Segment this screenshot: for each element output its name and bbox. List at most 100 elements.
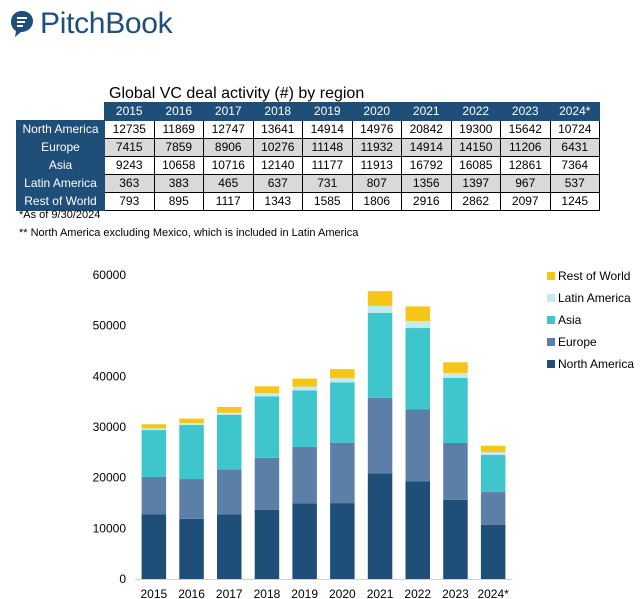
table-cell: 13641 <box>252 120 303 139</box>
table-corner-cell <box>16 102 105 121</box>
table-cell: 12861 <box>500 156 551 175</box>
legend-item: Asia <box>547 313 582 327</box>
y-tick-label: 50000 <box>93 319 127 333</box>
bar-segment-north-america <box>292 503 317 579</box>
table-region-label: Asia <box>16 156 105 175</box>
legend-swatch <box>547 294 555 302</box>
deal-activity-table: 2015 2016 2017 2018 2019 2020 2021 2022 2023 2024… <box>16 102 600 211</box>
x-tick-label: 2020 <box>329 587 356 599</box>
table-cell: 637 <box>252 174 303 193</box>
bar-stacks <box>141 291 506 579</box>
bar-segment-asia <box>254 396 280 458</box>
table-year-header: 2024* <box>549 102 600 121</box>
table-cell: 731 <box>302 174 353 193</box>
table-cell: 7415 <box>104 138 155 157</box>
table-cell: 9243 <box>104 156 155 175</box>
footnote-north-america: ** North America excluding Mexico, which… <box>19 227 359 239</box>
bar-segment-europe <box>405 409 430 482</box>
bar-stack <box>179 418 204 579</box>
table-cell: 1117 <box>203 192 254 211</box>
legend-label: Latin America <box>558 291 631 305</box>
table-cell: 1585 <box>302 192 353 211</box>
legend-swatch <box>547 360 555 368</box>
table-row: Latin America 363 383 465 637 731 807 1356 1397 9… <box>16 174 600 193</box>
table-cell: 537 <box>549 174 600 193</box>
bar-segment-europe <box>330 442 355 504</box>
bar-segment-latin-america <box>367 305 393 313</box>
x-tick-label: 2022 <box>404 587 431 599</box>
table-cell: 6431 <box>549 138 600 157</box>
table-cell: 793 <box>104 192 155 211</box>
table-year-header: 2023 <box>500 102 551 121</box>
legend-label: Europe <box>558 335 597 349</box>
bar-segment-latin-america <box>330 378 355 383</box>
table-row: Rest of World 793 895 1117 1343 1585 1806 2916 2… <box>16 192 600 211</box>
table-cell: 15642 <box>500 120 551 139</box>
pitchbook-logo-icon <box>11 11 33 37</box>
table-cell: 11913 <box>351 156 402 175</box>
table-cell: 2097 <box>500 192 551 211</box>
x-tick-label: 2018 <box>254 587 281 599</box>
table-cell: 16085 <box>450 156 501 175</box>
table-cell: 19300 <box>450 120 501 139</box>
bar-segment-latin-america <box>141 428 167 431</box>
table-cell: 2862 <box>450 192 501 211</box>
chart-legend: Rest of World Latin America Asia Europe Nort… <box>547 269 634 371</box>
y-tick-label: 0 <box>119 572 126 586</box>
bar-segment-asia <box>292 390 317 447</box>
table-cell: 1806 <box>351 192 402 211</box>
bar-segment-europe <box>443 442 468 500</box>
bar-segment-asia <box>141 430 167 477</box>
table-row: Europe 7415 7859 8906 10276 11148 11932 14914 14… <box>16 138 600 157</box>
table-region-label: Europe <box>16 138 105 157</box>
bar-segment-latin-america <box>254 393 280 397</box>
bar-segment-latin-america <box>217 412 242 415</box>
table-cell: 12747 <box>203 120 254 139</box>
y-tick-label: 20000 <box>93 471 127 485</box>
footnote-asof: *As of 9/30/2024 <box>19 209 101 221</box>
bar-segment-europe <box>179 479 204 519</box>
table-cell: 7859 <box>153 138 204 157</box>
bar-segment-rest-of-world <box>141 424 167 429</box>
x-tick-label: 2017 <box>216 587 243 599</box>
legend-swatch <box>547 272 555 280</box>
table-year-header: 2021 <box>401 102 452 121</box>
table-cell: 1343 <box>252 192 303 211</box>
table-cell: 2916 <box>401 192 452 211</box>
bar-segment-latin-america <box>179 423 204 426</box>
table-row: North America 12735 11869 12747 13641 14914 14… <box>16 120 600 139</box>
legend-item: Rest of World <box>547 269 630 283</box>
table-cell: 1397 <box>450 174 501 193</box>
bar-segment-asia <box>405 328 430 410</box>
table-cell: 14914 <box>302 120 353 139</box>
table-year-header: 2018 <box>252 102 303 121</box>
bar-segment-asia <box>179 425 204 480</box>
table-cell: 11869 <box>153 120 204 139</box>
bar-segment-north-america <box>141 514 167 579</box>
table-cell: 1356 <box>401 174 452 193</box>
table-cell: 807 <box>351 174 402 193</box>
bar-segment-rest-of-world <box>480 445 506 453</box>
table-cell: 12735 <box>104 120 155 139</box>
bar-segment-asia <box>330 382 355 443</box>
legend-label: Rest of World <box>558 269 630 283</box>
x-tick-label: 2019 <box>291 587 318 599</box>
legend-swatch <box>547 316 555 324</box>
y-tick-label: 30000 <box>93 420 127 434</box>
pitchbook-logo: PitchBook <box>8 6 173 42</box>
y-tick-label: 60000 <box>93 268 127 282</box>
bar-stack <box>405 306 430 579</box>
y-tick-label: 10000 <box>93 521 127 535</box>
table-region-label: Latin America <box>16 174 105 193</box>
bar-segment-north-america <box>254 509 280 579</box>
bar-segment-north-america <box>179 518 204 579</box>
bar-segment-europe <box>292 446 317 504</box>
legend-item: Europe <box>547 335 597 349</box>
bar-segment-asia <box>217 415 242 470</box>
bar-segment-europe <box>480 492 506 525</box>
bar-stack <box>330 369 355 579</box>
table-cell: 895 <box>153 192 204 211</box>
bar-segment-north-america <box>217 514 242 579</box>
bar-segment-north-america <box>367 473 393 579</box>
bar-segment-north-america <box>405 481 430 579</box>
